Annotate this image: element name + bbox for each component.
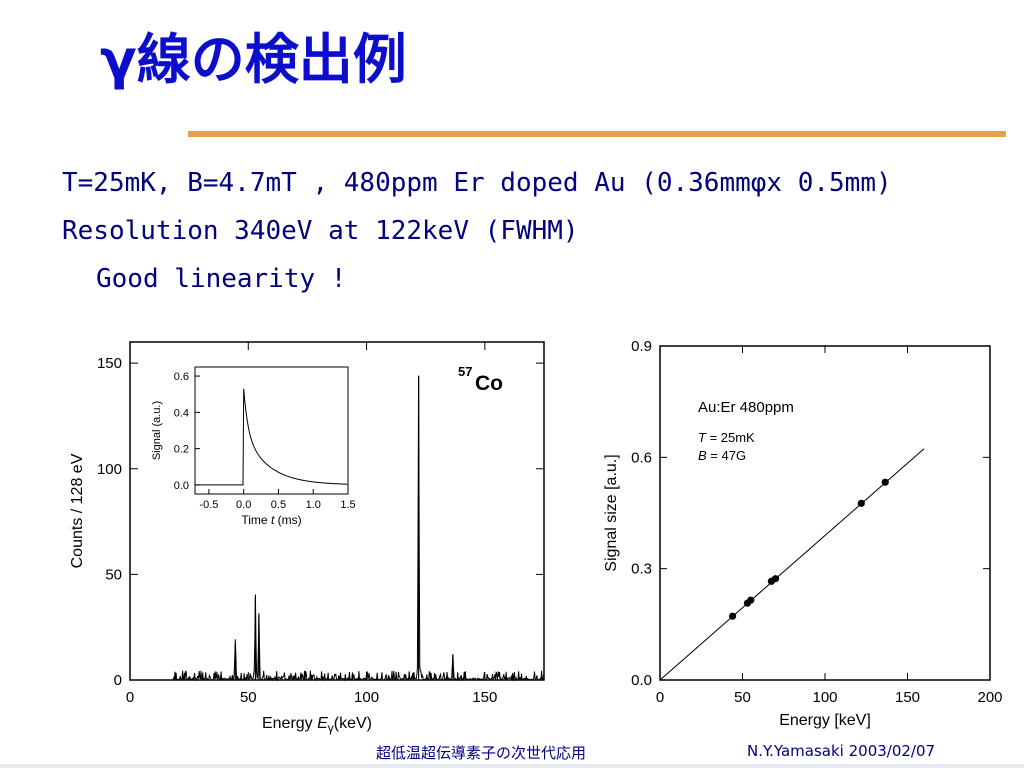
inset-frame bbox=[194, 366, 349, 495]
linearity-y-tick-label: 0.6 bbox=[631, 449, 652, 466]
linearity-fit-line bbox=[659, 448, 925, 681]
spectrum-y-tick-label: 0 bbox=[114, 672, 122, 689]
footer-bar bbox=[0, 764, 1024, 768]
linearity-x-axis-label: Energy [keV] bbox=[779, 712, 871, 729]
spectrum-x-tick-label: 150 bbox=[472, 689, 497, 706]
linearity-y-tick-label: 0.9 bbox=[631, 338, 652, 355]
linearity-frame bbox=[659, 345, 991, 681]
inset-y-tick-label: 0.2 bbox=[174, 444, 189, 456]
linearity-data-point bbox=[771, 575, 780, 583]
inset-y-tick-label: 0.4 bbox=[174, 407, 189, 419]
linearity-chart: 0 50 100 150 200 0.0 0.3 0.6 0.9 Energy [keV] Sign… bbox=[603, 338, 1003, 729]
linearity-y-tick-label: 0.0 bbox=[631, 672, 652, 689]
bullet-resolution: Resolution 340eV at 122keV (FWHM) bbox=[62, 216, 579, 246]
spectrum-y-tick-label: 50 bbox=[105, 566, 122, 583]
spectrum-x-tick-label: 0 bbox=[126, 689, 134, 706]
inset-y-axis-label: Signal (a.u.) bbox=[151, 401, 163, 460]
inset-x-axis-label: Time t (ms) bbox=[241, 513, 301, 527]
spectrum-element-label: Co bbox=[475, 372, 503, 395]
spectrum-y-tick-label: 100 bbox=[97, 461, 122, 478]
inset-x-tick-label: 0.5 bbox=[271, 499, 286, 511]
linearity-data-point bbox=[881, 478, 889, 486]
linearity-temperature-label: T = 25mK bbox=[698, 430, 755, 445]
linearity-series-title: Au:Er 480ppm bbox=[698, 399, 794, 416]
title-underline bbox=[188, 131, 1006, 137]
linearity-x-tick-label: 150 bbox=[895, 689, 920, 706]
linearity-x-tick-label: 100 bbox=[812, 689, 837, 706]
slide-title: γ線の検出例 bbox=[100, 28, 407, 91]
inset-y-tick-label: 0.0 bbox=[174, 480, 189, 492]
inset-x-tick-label: 0.0 bbox=[236, 499, 251, 511]
spectrum-isotope-number: 57 bbox=[458, 364, 472, 379]
footer-topic: 超低温超伝導素子の次世代応用 bbox=[376, 744, 587, 762]
inset-x-tick-label: 1.5 bbox=[340, 499, 355, 511]
footer-author: N.Y.Yamasaki 2003/02/07 bbox=[747, 742, 936, 760]
bullet-linearity: Good linearity ! bbox=[96, 264, 347, 294]
linearity-y-axis-label: Signal size [a.u.] bbox=[603, 454, 620, 571]
spectrum-y-axis-label: Counts / 128 eV bbox=[69, 453, 86, 568]
spectrum-chart: 0 50 100 150 0 50 100 150 Energy Eγ(keV) Counts /… bbox=[69, 341, 545, 735]
inset-x-tick-label: 1.0 bbox=[306, 499, 321, 511]
linearity-data-point bbox=[747, 596, 755, 604]
spectrum-x-axis-label: Energy Eγ(keV) bbox=[262, 715, 372, 735]
inset-y-tick-label: 0.6 bbox=[174, 371, 189, 383]
inset-x-tick-label: -0.5 bbox=[199, 499, 218, 511]
linearity-field-label: B = 47G bbox=[698, 448, 746, 463]
linearity-x-tick-label: 0 bbox=[656, 689, 664, 706]
bullet-conditions: T=25mK, B=4.7mT , 480ppm Er doped Au (0.… bbox=[62, 168, 892, 198]
linearity-x-tick-label: 50 bbox=[734, 689, 751, 706]
spectrum-frame bbox=[129, 341, 545, 681]
inset-pulse-line bbox=[195, 388, 348, 486]
spectrum-series-line bbox=[165, 375, 545, 682]
linearity-data-point bbox=[729, 612, 737, 620]
linearity-x-tick-label: 200 bbox=[977, 689, 1002, 706]
spectrum-y-tick-label: 150 bbox=[97, 355, 122, 372]
spectrum-x-tick-label: 50 bbox=[240, 689, 257, 706]
spectrum-x-tick-label: 100 bbox=[354, 689, 379, 706]
linearity-data-point bbox=[857, 499, 865, 507]
linearity-y-tick-label: 0.3 bbox=[631, 561, 652, 578]
